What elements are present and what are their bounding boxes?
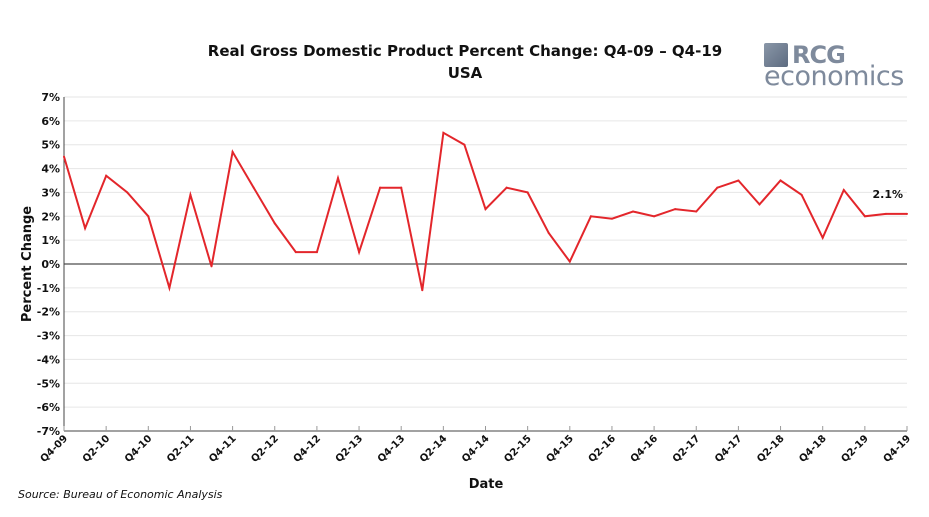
x-tick-label: Q4-15 [544, 433, 576, 465]
rcg-economics-logo: RCG economics [764, 41, 904, 93]
x-tick-label: Q4-10 [123, 433, 155, 465]
x-tick-label: Q4-17 [713, 433, 745, 465]
y-tick-label: -1% [37, 282, 60, 295]
y-tick-label: 0% [41, 258, 60, 271]
data-point [716, 186, 719, 189]
x-tick-label: Q2-12 [249, 433, 281, 465]
data-point [189, 193, 192, 196]
data-point [442, 131, 445, 134]
x-tick-label: Q4-13 [376, 433, 408, 465]
x-tick-label: Q4-19 [882, 433, 914, 465]
data-point [737, 179, 740, 182]
x-tick-label: Q2-14 [418, 433, 450, 465]
data-point [547, 231, 550, 234]
logo-rcg-text: RCG [792, 41, 846, 69]
y-tick-label: -7% [37, 425, 60, 438]
y-tick-label: -4% [37, 353, 60, 366]
y-tick-label: 1% [41, 234, 60, 247]
data-point [84, 227, 87, 230]
chart-subtitle: USA [448, 64, 483, 82]
logo-economics-text: economics [764, 61, 904, 92]
x-tick-label: Q4-09 [39, 433, 71, 465]
data-point [484, 208, 487, 211]
data-point [336, 177, 339, 180]
x-tick-label: Q2-13 [334, 433, 366, 465]
data-point [695, 210, 698, 213]
data-point [168, 286, 171, 289]
data-point [105, 174, 108, 177]
chart-title: Real Gross Domestic Product Percent Chan… [208, 42, 722, 60]
y-tick-label: 3% [41, 186, 60, 199]
y-tick-label: 5% [41, 139, 60, 152]
y-tick-label: -6% [37, 401, 60, 414]
x-tick-label: Q2-11 [165, 433, 197, 465]
data-point [568, 260, 571, 263]
gdp-series-line [63, 131, 907, 292]
data-point [294, 251, 297, 254]
data-point [863, 215, 866, 218]
logo-arrow-icon [764, 43, 788, 67]
y-tick-label: -5% [37, 377, 60, 390]
data-point [358, 251, 361, 254]
data-point [400, 186, 403, 189]
y-tick-label: -3% [37, 330, 60, 343]
data-point [379, 186, 382, 189]
x-tick-label: Q4-16 [629, 433, 661, 465]
x-tick-label: Q4-18 [797, 433, 829, 465]
data-point [674, 208, 677, 211]
y-tick-label: 6% [41, 115, 60, 128]
data-point [231, 150, 234, 153]
y-tick-label: 7% [41, 91, 60, 104]
x-tick-label: Q4-14 [460, 433, 492, 465]
data-point [589, 215, 592, 218]
x-tick-label: Q4-12 [292, 433, 324, 465]
source-note: Source: Bureau of Economic Analysis [18, 488, 223, 501]
data-point [884, 212, 887, 215]
data-point [421, 289, 424, 292]
last-value-label: 2.1% [872, 188, 903, 201]
data-point [273, 222, 276, 225]
y-axis-label: Percent Change [20, 206, 35, 322]
data-point [758, 203, 761, 206]
data-point [63, 155, 65, 158]
x-tick-label: Q2-10 [81, 433, 113, 465]
x-tick-label: Q2-15 [502, 433, 534, 465]
x-tick-label: Q2-18 [755, 433, 787, 465]
data-point [821, 236, 824, 239]
data-point [610, 217, 613, 220]
data-point [842, 189, 845, 192]
x-axis-label: Date [469, 477, 504, 492]
y-tick-label: 2% [41, 210, 60, 223]
x-tick-label: Q4-11 [207, 433, 239, 465]
y-tick-label: -2% [37, 306, 60, 319]
data-point [126, 191, 129, 194]
data-point [653, 215, 656, 218]
data-point [800, 193, 803, 196]
data-point [632, 210, 635, 213]
data-point [526, 191, 529, 194]
data-point [315, 251, 318, 254]
x-tick-label: Q2-17 [671, 433, 703, 465]
x-tick-label: Q2-19 [839, 433, 871, 465]
data-point [147, 215, 150, 218]
x-tick-label: Q2-16 [587, 433, 619, 465]
data-point [210, 265, 213, 268]
data-point [906, 212, 908, 215]
data-point [463, 143, 466, 146]
y-tick-label: 4% [41, 163, 60, 176]
data-point [252, 186, 255, 189]
data-point [505, 186, 508, 189]
data-point [779, 179, 782, 182]
